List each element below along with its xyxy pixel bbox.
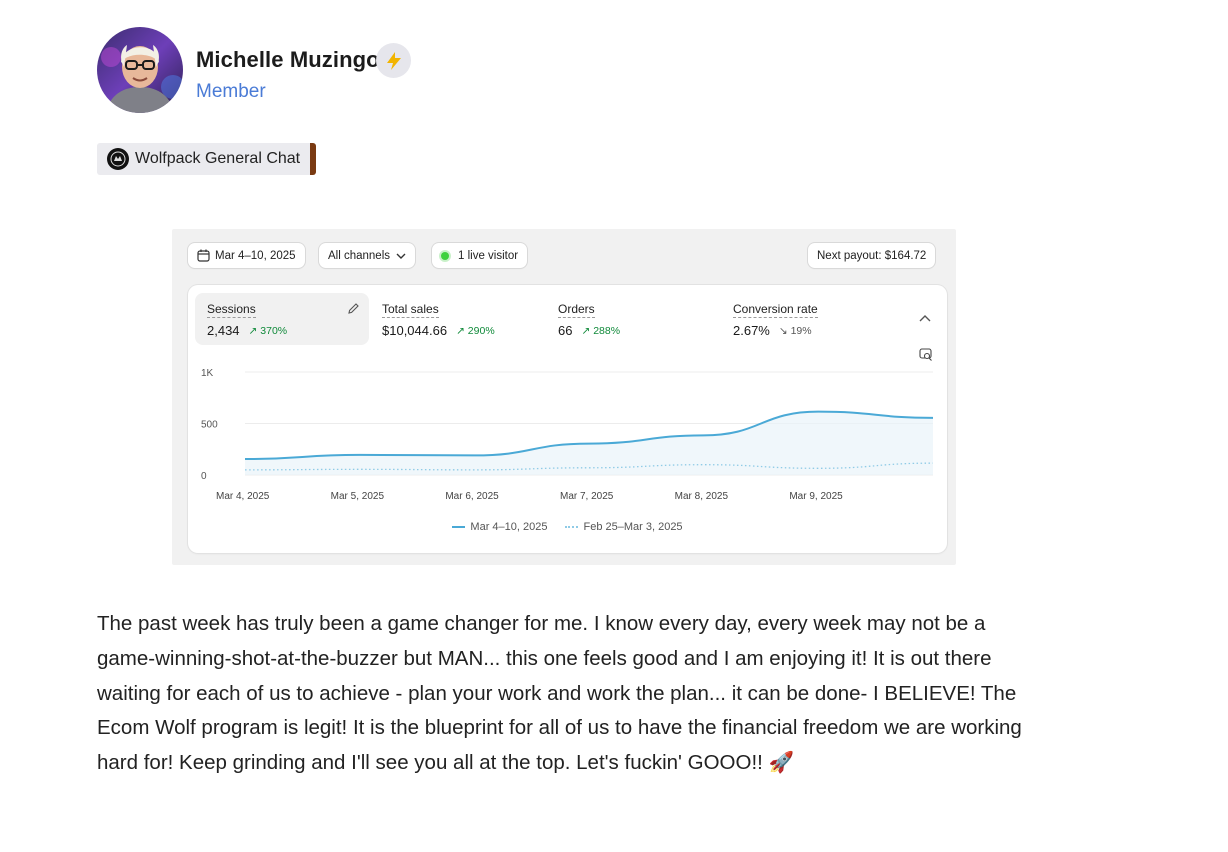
date-range-button[interactable]: Mar 4–10, 2025	[188, 243, 305, 268]
legend-item-previous: Feb 25–Mar 3, 2025	[565, 521, 683, 533]
channels-filter-label: All channels	[328, 249, 391, 262]
live-dot-icon	[441, 251, 449, 260]
next-payout-label: Next payout: $164.72	[817, 249, 927, 262]
metric-change: ↗ 288%	[581, 324, 621, 337]
author-name[interactable]: Michelle Muzingo	[196, 47, 380, 72]
analytics-screenshot: Mar 4–10, 2025 All channels 1 live visit…	[172, 229, 956, 565]
pencil-icon[interactable]	[347, 302, 360, 315]
chart-inspect-icon[interactable]	[919, 348, 933, 362]
series-line-previous	[244, 462, 934, 471]
channels-filter-button[interactable]: All channels	[319, 243, 416, 268]
chevron-down-icon	[396, 253, 406, 259]
y-tick-label: 1K	[201, 368, 214, 379]
channel-label: Wolfpack General Chat	[135, 150, 301, 167]
metric-label: Total sales	[382, 302, 439, 318]
metric-total-sales[interactable]: Total sales $10,044.66 ↗ 290%	[370, 293, 540, 345]
next-payout-button[interactable]: Next payout: $164.72	[808, 243, 936, 268]
x-tick-label: Mar 9, 2025	[789, 491, 843, 502]
metric-change: ↘ 19%	[778, 324, 812, 337]
chevron-up-icon[interactable]	[919, 314, 931, 322]
metric-value: $10,044.66	[382, 323, 448, 338]
x-tick-label: Mar 7, 2025	[560, 491, 614, 502]
metric-value: 66	[558, 323, 573, 338]
sessions-chart: 0 500 1K Mar 4, 2025 Mar 5, 2025 Mar 6, 2025 M…	[201, 368, 934, 502]
metric-change: ↗ 290%	[456, 324, 495, 337]
calendar-icon	[197, 249, 210, 262]
author-role: Member	[196, 81, 266, 102]
channel-logo-icon	[107, 148, 129, 170]
metric-label: Sessions	[207, 302, 256, 318]
lightning-icon	[376, 43, 411, 78]
channel-chip[interactable]: Wolfpack General Chat	[97, 143, 317, 175]
metric-change: ↗ 370%	[248, 324, 288, 337]
x-tick-label: Mar 6, 2025	[445, 491, 499, 502]
x-tick-label: Mar 8, 2025	[675, 491, 729, 502]
chart-legend: Mar 4–10, 2025 Feb 25–Mar 3, 2025	[188, 521, 947, 533]
avatar-image	[97, 27, 183, 113]
metric-label: Orders	[558, 302, 595, 318]
live-visitor-label: 1 live visitor	[458, 249, 519, 262]
metric-conversion-rate[interactable]: Conversion rate 2.67% ↘ 19%	[721, 293, 891, 345]
series-area-current	[245, 411, 933, 475]
y-tick-label: 0	[201, 471, 207, 482]
x-tick-label: Mar 4, 2025	[216, 491, 270, 502]
series-line-current	[244, 410, 934, 461]
metric-sessions[interactable]: Sessions 2,434 ↗ 370%	[195, 293, 369, 345]
metrics-card: Sessions 2,434 ↗ 370% Total sales $10,04…	[188, 285, 947, 553]
y-tick-label: 500	[201, 420, 218, 431]
x-tick-label: Mar 5, 2025	[331, 491, 385, 502]
metric-orders[interactable]: Orders 66 ↗ 288%	[546, 293, 716, 345]
metric-label: Conversion rate	[733, 302, 818, 318]
date-range-label: Mar 4–10, 2025	[215, 249, 296, 262]
metric-value: 2.67%	[733, 323, 770, 338]
post-body: The past week has truly been a game chan…	[97, 612, 1022, 775]
metric-value: 2,434	[207, 323, 240, 338]
legend-item-current: Mar 4–10, 2025	[452, 521, 547, 533]
avatar[interactable]	[97, 27, 183, 113]
live-visitor-button[interactable]: 1 live visitor	[432, 243, 528, 268]
